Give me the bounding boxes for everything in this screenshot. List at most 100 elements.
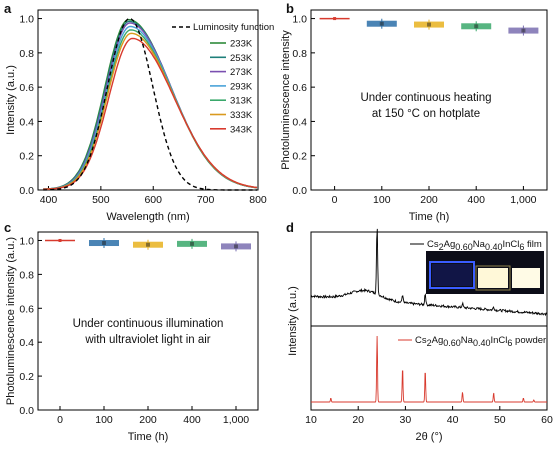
box-mean-100 — [379, 21, 384, 26]
x-tick-label: 400 — [40, 194, 58, 206]
x-tick-label: 0 — [332, 194, 338, 206]
y-tick-label: 0.6 — [292, 82, 307, 94]
y-tick-label: 0.8 — [19, 269, 34, 281]
panel-a-y-ticks: 0.0 0.2 0.4 0.6 0.8 1.0 — [19, 14, 42, 197]
panel-label-c: c — [4, 220, 11, 235]
y-tick-label: 0.8 — [292, 48, 307, 60]
photo-bright-film-1 — [478, 268, 508, 288]
photo-bright-film-2 — [512, 268, 540, 288]
panel-label-d: d — [286, 220, 294, 235]
panel-a-y-label: Intensity (a.u.) — [5, 65, 17, 135]
y-tick-label: 0.6 — [19, 303, 34, 315]
series-line-343K — [43, 37, 258, 190]
box-mean-0 — [333, 17, 337, 21]
series-line-313K — [43, 29, 258, 190]
x-tick-label: 200 — [420, 194, 438, 206]
x-tick-label: 400 — [467, 194, 485, 206]
film-xrd-line — [310, 228, 547, 317]
x-tick-label: 100 — [95, 414, 113, 426]
y-tick-label: 0.0 — [19, 185, 34, 197]
panel-c-boxes — [45, 238, 251, 252]
y-tick-label: 0.2 — [19, 371, 34, 383]
x-tick-label: 700 — [197, 194, 215, 206]
panel-b-boxes — [319, 17, 539, 36]
powder-xrd-line — [311, 335, 547, 403]
panel-a-x-label: Wavelength (nm) — [106, 211, 189, 223]
y-tick-label: 0.4 — [19, 116, 34, 128]
y-tick-label: 0.4 — [19, 337, 34, 349]
y-tick-label: 0.0 — [292, 185, 307, 197]
panel-b-chart: 0.0 0.2 0.4 0.6 0.8 1.0 0 100 200 400 1,000 Under… — [280, 9, 548, 223]
panel-b-y-ticks: 0.0 0.2 0.4 0.6 0.8 1.0 — [292, 14, 315, 197]
legend-label-343K: 343K — [230, 124, 253, 135]
panel-d-x-ticks: 10 20 30 40 50 60 — [305, 406, 553, 426]
panel-b-note-line1: Under continuous heating — [360, 92, 491, 104]
panel-c-x-label: Time (h) — [128, 431, 169, 443]
y-tick-label: 1.0 — [19, 235, 34, 247]
panel-b-x-ticks: 0 100 200 400 1,000 — [332, 186, 537, 206]
panel-a-curves — [43, 17, 258, 191]
box-mean-400 — [474, 24, 479, 29]
legend-powder-label: Cs2Ag0.60Na0.40InCl6 powder — [415, 335, 546, 348]
box-mean-200 — [146, 242, 150, 247]
panel-b-x-label: Time (h) — [409, 211, 450, 223]
panel-c-x-ticks: 0 100 200 400 1,000 — [57, 406, 249, 426]
panel-c-note-line2: with ultraviolet light in air — [84, 334, 210, 346]
luminosity-function-line — [43, 17, 257, 191]
panel-c-y-ticks: 0.0 0.2 0.4 0.6 0.8 1.0 — [19, 235, 42, 417]
x-tick-label: 0 — [57, 414, 63, 426]
x-tick-label: 30 — [400, 414, 412, 426]
box-mean-1,000 — [234, 244, 238, 249]
y-tick-label: 0.2 — [292, 151, 307, 163]
x-tick-label: 200 — [139, 414, 157, 426]
x-tick-label: 50 — [494, 414, 506, 426]
panel-d-y-label: Intensity (a.u.) — [287, 286, 299, 356]
legend-label-233K: 233K — [230, 39, 253, 50]
legend-film-label: Cs2Ag0.60Na0.40InCl6 film — [427, 239, 542, 252]
y-tick-label: 1.0 — [292, 14, 307, 26]
photo-dark-substrate — [432, 264, 472, 286]
panel-a-x-ticks: 400 500 600 700 800 — [40, 186, 267, 206]
x-tick-label: 1,000 — [223, 414, 249, 426]
film-photo-inset — [426, 251, 544, 294]
legend-label-313K: 313K — [230, 96, 253, 107]
box-mean-200 — [427, 22, 431, 27]
x-tick-label: 10 — [305, 414, 317, 426]
x-tick-label: 100 — [373, 194, 391, 206]
x-tick-label: 20 — [352, 414, 364, 426]
y-tick-label: 0.4 — [292, 116, 307, 128]
panel-label-a: a — [4, 1, 12, 16]
x-tick-label: 600 — [144, 194, 162, 206]
panel-b-note-line2: at 150 °C on hotplate — [372, 108, 480, 120]
x-tick-label: 800 — [249, 194, 267, 206]
panel-d-frame — [310, 231, 548, 411]
box-mean-1,000 — [521, 28, 526, 33]
panel-d-chart: 10 20 30 40 50 60 Cs2Ag0.60Na0.40InCl6 film C… — [287, 228, 553, 443]
legend-label-293K: 293K — [230, 81, 253, 92]
panel-label-b: b — [286, 1, 294, 16]
panel-c-note-line1: Under continuous illumination — [73, 318, 224, 330]
photo-glow-halo-1 — [475, 265, 511, 291]
x-tick-label: 40 — [447, 414, 459, 426]
y-tick-label: 0.2 — [19, 151, 34, 163]
legend-label-273K: 273K — [230, 67, 253, 78]
panel-a-legend: Luminosity function 233K 253K 273K 293K 313K 3… — [172, 22, 274, 135]
x-tick-label: 60 — [541, 414, 553, 426]
x-tick-label: 500 — [92, 194, 110, 206]
panel-d-x-label: 2θ (°) — [415, 431, 442, 443]
x-tick-label: 400 — [183, 414, 201, 426]
panel-d-curves — [310, 228, 547, 403]
legend-label-253K: 253K — [230, 53, 253, 64]
y-tick-label: 0.0 — [19, 405, 34, 417]
y-tick-label: 1.0 — [19, 14, 34, 26]
panel-a-chart: 0.0 0.2 0.4 0.6 0.8 1.0 400 500 600 700 800 Lumin… — [5, 9, 274, 223]
box-mean-100 — [102, 241, 106, 246]
panel-a-frame — [37, 9, 259, 191]
panel-c-y-label: Photoluminescence intensity (a.u.) — [5, 237, 17, 405]
box-mean-400 — [190, 241, 194, 246]
y-tick-label: 0.8 — [19, 48, 34, 60]
legend-label-333K: 333K — [230, 110, 253, 121]
photo-uv-glow — [429, 261, 475, 289]
panel-c-chart: 0.0 0.2 0.4 0.6 0.8 1.0 0 100 200 400 1,000 Under… — [5, 231, 259, 443]
